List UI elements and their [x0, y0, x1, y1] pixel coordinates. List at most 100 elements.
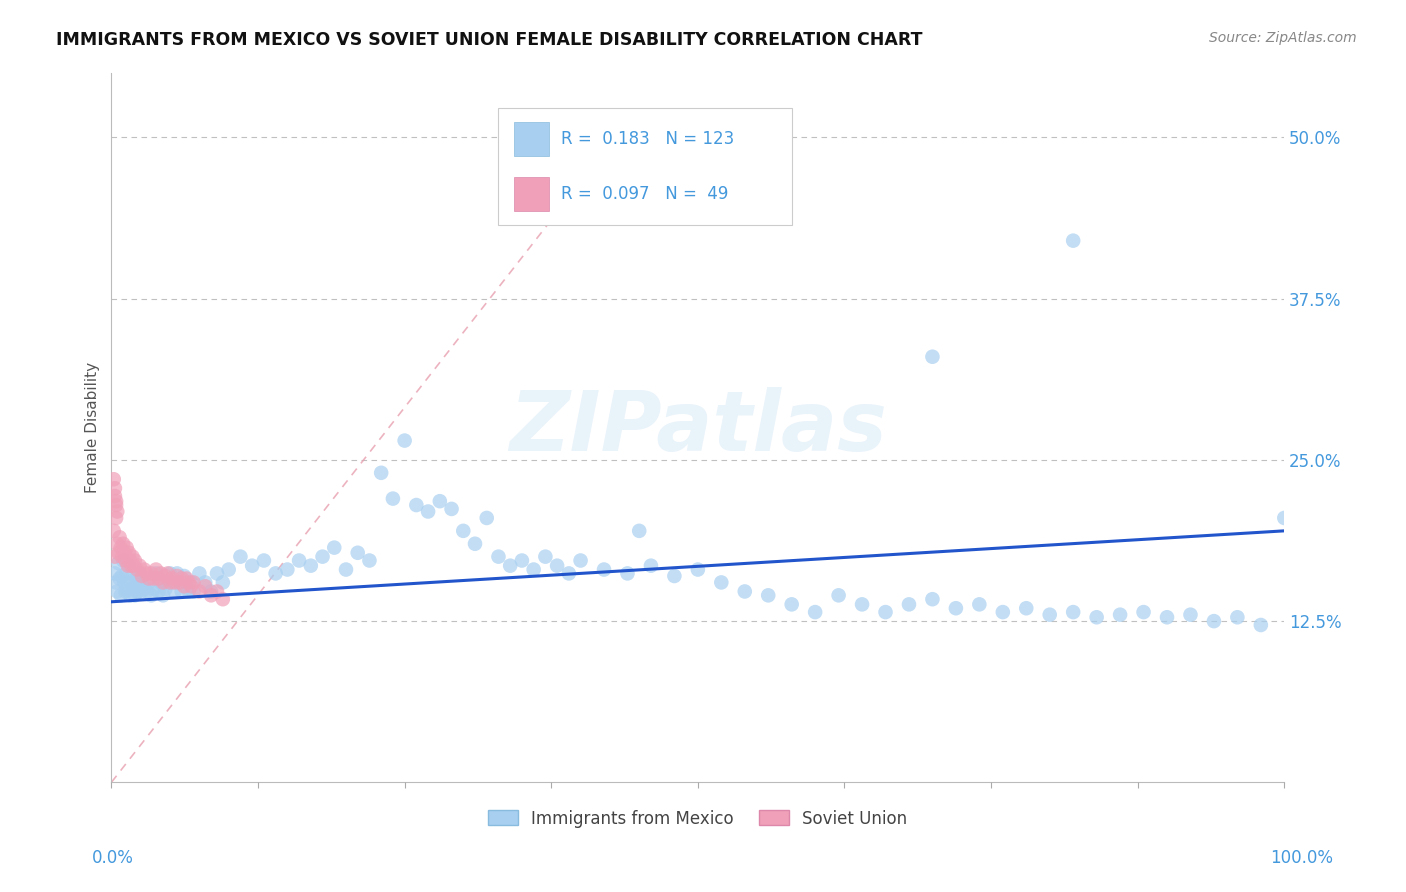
FancyBboxPatch shape	[499, 109, 792, 226]
Point	[112, 553, 135, 567]
Point	[105, 498, 128, 512]
Point	[118, 546, 141, 560]
Point	[218, 562, 240, 576]
Point	[156, 566, 179, 581]
Point	[464, 537, 486, 551]
Point	[1109, 607, 1132, 622]
Point	[117, 582, 139, 596]
Point	[1156, 610, 1178, 624]
Point	[381, 491, 404, 506]
Text: IMMIGRANTS FROM MEXICO VS SOVIET UNION FEMALE DISABILITY CORRELATION CHART: IMMIGRANTS FROM MEXICO VS SOVIET UNION F…	[56, 31, 922, 49]
Point	[180, 579, 202, 593]
Point	[734, 584, 756, 599]
Point	[176, 572, 198, 586]
Point	[103, 524, 125, 538]
Text: Source: ZipAtlas.com: Source: ZipAtlas.com	[1209, 31, 1357, 45]
Point	[107, 546, 129, 560]
Point	[142, 572, 165, 586]
Point	[183, 584, 205, 599]
Point	[1062, 234, 1084, 248]
Point	[416, 504, 439, 518]
Point	[148, 572, 170, 586]
Point	[921, 350, 943, 364]
Point	[200, 588, 222, 602]
Point	[440, 502, 463, 516]
Point	[710, 575, 733, 590]
Point	[173, 579, 195, 593]
Point	[129, 584, 152, 599]
Point	[105, 575, 128, 590]
Point	[145, 562, 167, 576]
Point	[128, 566, 150, 581]
Point	[1015, 601, 1038, 615]
Point	[169, 575, 191, 590]
Point	[346, 546, 368, 560]
Point	[969, 598, 991, 612]
Point	[628, 524, 651, 538]
Text: ZIPatlas: ZIPatlas	[509, 387, 887, 468]
Point	[664, 569, 686, 583]
Point	[183, 575, 205, 590]
Point	[1085, 610, 1108, 624]
Point	[1132, 605, 1154, 619]
Point	[804, 605, 827, 619]
Point	[134, 562, 156, 576]
Point	[156, 575, 179, 590]
Point	[166, 569, 188, 583]
Point	[115, 566, 138, 581]
Point	[756, 588, 779, 602]
Point	[475, 511, 498, 525]
Point	[453, 524, 475, 538]
Point	[135, 584, 157, 599]
Point	[115, 541, 138, 555]
Point	[104, 489, 127, 503]
Point	[229, 549, 252, 564]
Point	[105, 504, 128, 518]
Point	[851, 598, 873, 612]
Point	[1039, 607, 1062, 622]
Point	[510, 553, 533, 567]
Point	[780, 598, 803, 612]
Point	[546, 558, 568, 573]
Point	[194, 575, 217, 590]
Point	[359, 553, 381, 567]
Point	[1180, 607, 1202, 622]
Point	[131, 575, 153, 590]
Point	[253, 553, 276, 567]
Point	[105, 584, 128, 599]
Point	[405, 498, 427, 512]
Point	[177, 584, 200, 599]
Point	[128, 558, 150, 573]
Point	[169, 575, 191, 590]
Point	[1250, 618, 1272, 632]
Point	[323, 541, 346, 555]
Point	[875, 605, 897, 619]
Point	[159, 566, 181, 581]
Point	[110, 541, 132, 555]
Point	[897, 598, 920, 612]
Text: R =  0.183   N = 123: R = 0.183 N = 123	[561, 130, 734, 148]
Point	[149, 566, 172, 581]
Point	[593, 562, 616, 576]
Point	[180, 575, 202, 590]
Point	[176, 575, 198, 590]
Point	[127, 575, 149, 590]
Point	[288, 553, 311, 567]
Point	[211, 592, 233, 607]
Point	[104, 566, 127, 581]
Point	[1272, 511, 1295, 525]
Text: R =  0.097   N =  49: R = 0.097 N = 49	[561, 186, 728, 203]
Legend: Immigrants from Mexico, Soviet Union: Immigrants from Mexico, Soviet Union	[481, 803, 914, 834]
Text: 100.0%: 100.0%	[1270, 849, 1333, 867]
Point	[104, 549, 127, 564]
Point	[152, 575, 174, 590]
Y-axis label: Female Disability: Female Disability	[86, 362, 100, 493]
Point	[162, 575, 184, 590]
Point	[134, 582, 156, 596]
Point	[124, 588, 146, 602]
Point	[240, 558, 263, 573]
Point	[120, 588, 142, 602]
Point	[205, 584, 228, 599]
Point	[121, 549, 143, 564]
Point	[335, 562, 357, 576]
